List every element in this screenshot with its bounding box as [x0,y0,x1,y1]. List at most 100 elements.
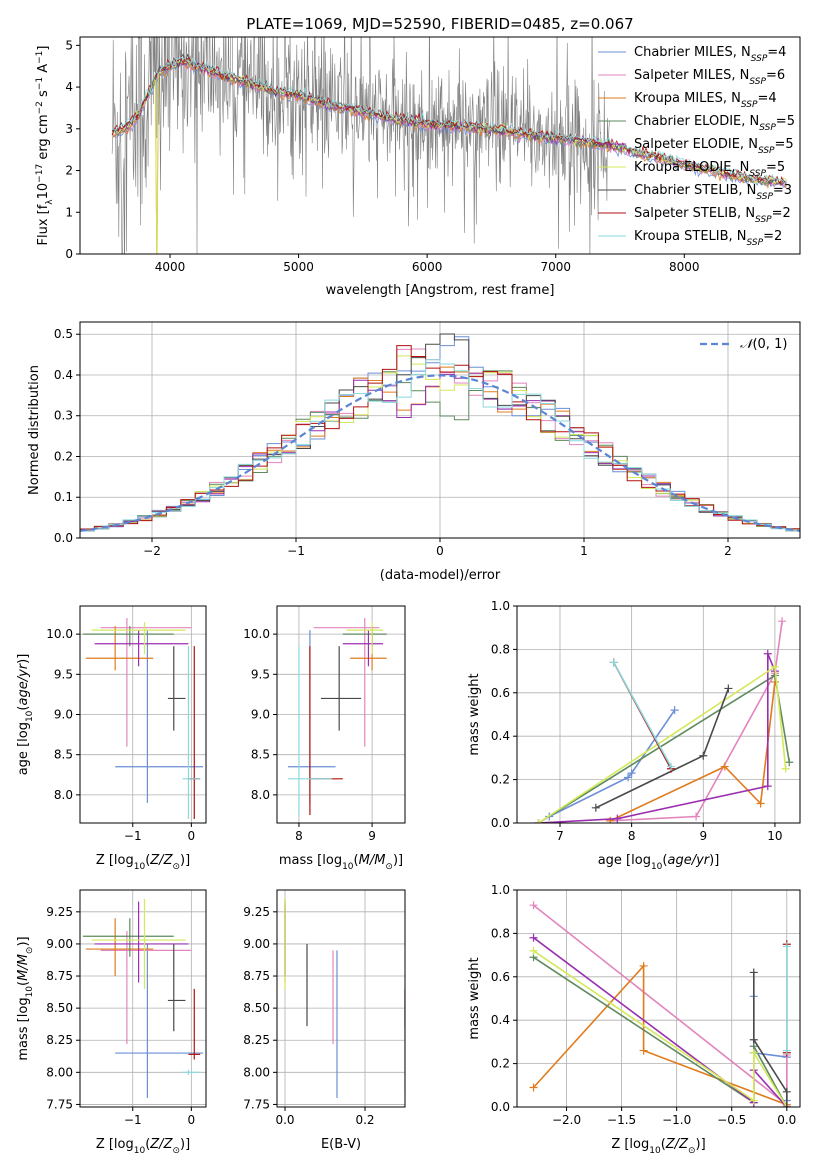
y-tick-label: 0.4 [491,1013,510,1027]
y-tick-label: 7.75 [243,1097,270,1111]
label-part: ( [145,1137,150,1152]
x-tick-label: 0.0 [777,1113,796,1127]
spectrum-x-label: wavelength [Angstrom, rest frame] [326,283,555,298]
label-part: age [log [598,853,651,868]
label-part: )] [16,654,31,664]
x-tick-label: −1 [124,829,142,843]
label-part: ⊙ [688,1146,696,1156]
figure-title: PLATE=1069, MJD=52590, FIBERID=0485, z=0… [246,15,633,33]
label-part: 10 [342,862,354,872]
weight-marker-kroupa-elodie [534,819,543,823]
label-part: ⊙ [172,862,180,872]
weight-line-salpeter-elodie [533,937,788,1107]
weight-marker-chabrier-stelib [591,803,600,812]
axes-frame [516,889,801,1108]
x-tick-label: 8 [628,829,636,843]
y-tick-label: 0.2 [54,449,73,463]
label-part: Kroupa STELIB, N [634,229,747,244]
weight-marker-kroupa-elodie [781,764,790,773]
data-layer [284,898,405,1099]
y-tick-label: 8.5 [251,748,270,762]
model-line-chabrier-stelib [111,53,787,185]
x-tick-label: 1 [580,544,588,558]
label-part: age/yr [16,662,31,705]
weight-marker-kroupa-miles [756,799,765,808]
y-tick-label: 8.25 [243,1033,270,1047]
label-part: SSP [751,54,768,64]
y-tick-label: 1 [65,205,73,219]
y-tick-label: 8.0 [251,788,270,802]
label-part: mass [log [16,997,31,1060]
label-part: Salpeter STELIB, N [634,206,755,221]
y-tick-label: 1.0 [491,883,510,897]
weight-vs-Z-panel: −2.0 −1.5 −1.0 −0.5 0.0 0.0 0.2 0.4 0.6 0.8 1.0 Z [… [467,883,801,1156]
label-part: Z [log [611,1137,649,1152]
y-tick-label: 2 [65,164,73,178]
weight-marker-chabrier-stelib [699,751,708,760]
axes-frame [79,889,207,1108]
label-part: SSP [749,169,766,179]
weight-marker-chabrier-stelib [782,1103,791,1107]
legend-label: Kroupa STELIB, NSSP=2 [634,229,782,248]
x-tick-label: −1.0 [662,1113,691,1127]
y-tick-label: 10.0 [243,627,270,641]
x-tick-label: 7000 [540,260,571,274]
legend-label: Kroupa MILES, NSSP=4 [634,91,777,110]
y-tick-label: 9.00 [46,937,73,951]
label-part: ⊙ [25,947,35,955]
label-part: ( [145,853,150,868]
data-layer [82,618,204,819]
label-part: SSP [758,146,775,156]
x-tick-label: 4000 [155,260,186,274]
weight-marker-salpeter-elodie [529,933,538,942]
x-tick-label: −2 [143,544,161,558]
y-tick-label: 0.4 [54,368,73,382]
data-layer [534,617,794,823]
label-part: Z/Z [665,1137,689,1152]
data-layer [111,37,787,254]
x-tick-label: 0.0 [275,1113,294,1127]
label-part: age [log [16,722,31,775]
y-tick-label: 0.2 [491,1057,510,1071]
y-tick-label: 8.25 [46,1033,73,1047]
label-part: ( [16,981,31,986]
label-part: Salpeter ELODIE, N [634,137,758,152]
label-part: =2 [763,229,782,244]
data-layer [529,901,791,1107]
label-part: SSP [755,215,772,225]
y-tick-label: 9.25 [46,905,73,919]
spectrum-y-label: Flux [fλ10−17 erg cm−2 s−1 A−1] [35,46,55,246]
y-tick-label: 9.0 [54,708,73,722]
label-part: =4 [757,91,776,106]
x-tick-label: 0.2 [355,1113,374,1127]
label-part: 10 [134,1146,146,1156]
y-tick-label: 0.8 [491,926,510,940]
weight-marker-salpeter-miles [529,901,538,910]
residual-x-label: (data-model)/error [380,568,501,583]
x-tick-label: 6000 [412,260,443,274]
x-tick-label: 0 [188,829,196,843]
label-part: erg cm [36,114,51,163]
axes-frame [79,36,801,255]
weight-line-salpeter-miles [610,621,783,822]
weight-marker-kroupa-elodie [749,1096,758,1105]
y-tick-label: 0.8 [491,642,510,656]
weight-line-chabrier-elodie [538,674,791,823]
data-layer [82,898,204,1099]
label-part: s [36,90,51,101]
mass-vs-Z-panel: −1 07.758.008.258.508.759.009.25Z [log10(… [16,889,207,1156]
label-part: SSP [756,192,773,202]
weight-marker-salpeter-miles [692,812,701,821]
label-part: (0, 1) [752,337,787,352]
data-layer [287,618,387,815]
legend-label: Chabrier MILES, NSSP=4 [634,45,786,64]
label-part: )] [696,1137,706,1152]
label-part: Z/Z [149,853,173,868]
label-part: ( [16,706,31,711]
weight-marker-salpeter-elodie [613,814,622,823]
weight-line-chabrier-stelib [753,972,788,1107]
data-spectrum-line [111,37,610,254]
label-part: Kroupa ELODIE, N [634,160,749,175]
